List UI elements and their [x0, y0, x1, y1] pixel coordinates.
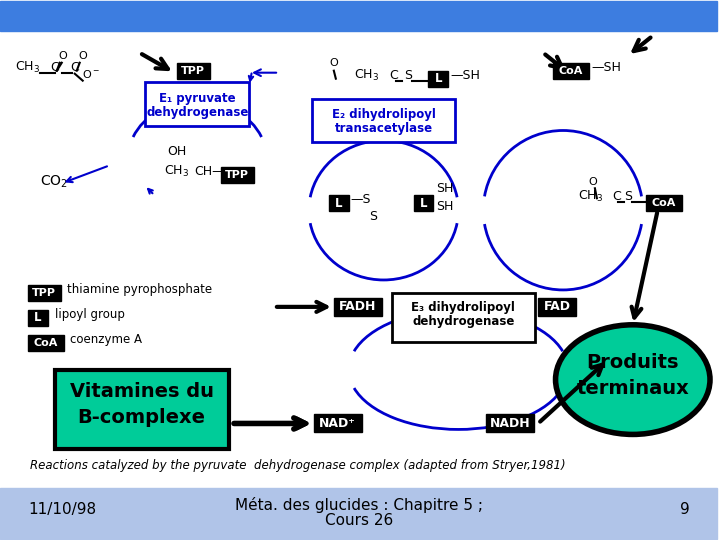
Text: Cours 26: Cours 26	[325, 512, 393, 528]
Text: L: L	[335, 197, 343, 210]
Text: E₁ pyruvate: E₁ pyruvate	[159, 92, 235, 105]
Text: E₃ dihydrolipoyl: E₃ dihydrolipoyl	[411, 301, 516, 314]
Text: $\rm O$: $\rm O$	[58, 49, 68, 60]
Text: —SH: —SH	[451, 69, 480, 82]
Text: FAD: FAD	[544, 300, 570, 313]
Text: Vitamines du
B-complexe: Vitamines du B-complexe	[70, 382, 214, 427]
Text: $\rm C$: $\rm C$	[50, 60, 60, 73]
Text: $\rm CH_3$: $\rm CH_3$	[578, 189, 603, 204]
Bar	[0, 488, 717, 539]
Bar	[0, 31, 717, 488]
Text: —SH: —SH	[591, 60, 621, 73]
Bar	[28, 285, 60, 301]
Text: coenzyme A: coenzyme A	[70, 333, 142, 346]
Bar	[553, 63, 589, 79]
Text: lipoyl group: lipoyl group	[55, 308, 125, 321]
Text: SH: SH	[436, 200, 454, 213]
FancyBboxPatch shape	[145, 82, 249, 125]
Text: Produits
terminaux: Produits terminaux	[577, 353, 689, 399]
Text: $\rm CO_2$: $\rm CO_2$	[40, 173, 68, 190]
Text: CH—: CH—	[194, 165, 225, 178]
Bar	[314, 415, 361, 433]
Text: CoA: CoA	[652, 198, 676, 208]
Text: $\rm CH_3$: $\rm CH_3$	[164, 164, 189, 179]
Text: NADH: NADH	[490, 417, 531, 430]
Text: L: L	[420, 197, 427, 210]
Text: $\rm C$: $\rm C$	[612, 190, 622, 203]
FancyBboxPatch shape	[55, 370, 229, 449]
Text: CoA: CoA	[34, 338, 58, 348]
Text: Méta. des glucides : Chapitre 5 ;: Méta. des glucides : Chapitre 5 ;	[235, 497, 482, 513]
Text: $\rm O$: $\rm O$	[78, 49, 88, 60]
Text: E₂ dihydrolipoyl: E₂ dihydrolipoyl	[332, 108, 436, 121]
Text: $\rm O^-$: $\rm O^-$	[81, 68, 99, 80]
Bar	[0, 1, 717, 31]
Text: OH: OH	[168, 145, 186, 158]
Text: 11/10/98: 11/10/98	[28, 502, 96, 517]
Bar	[177, 63, 210, 79]
Text: SH: SH	[436, 183, 454, 195]
Text: S: S	[369, 210, 377, 223]
Text: 9: 9	[680, 502, 690, 517]
Bar	[28, 310, 48, 326]
Bar	[329, 195, 348, 211]
Bar	[538, 298, 576, 316]
Text: $\rm O$: $\rm O$	[588, 176, 598, 187]
Text: —S: —S	[351, 193, 372, 206]
Ellipse shape	[556, 325, 710, 434]
Bar	[413, 195, 433, 211]
Bar	[646, 195, 682, 211]
Text: $\rm C$: $\rm C$	[70, 60, 80, 73]
Text: dehydrogenase: dehydrogenase	[146, 106, 248, 119]
Text: transacetylase: transacetylase	[335, 122, 433, 135]
Text: $\rm O$: $\rm O$	[329, 56, 339, 68]
Text: dehydrogenase: dehydrogenase	[412, 315, 515, 328]
FancyBboxPatch shape	[312, 99, 455, 143]
Bar	[221, 167, 254, 183]
Text: thiamine pyrophosphate: thiamine pyrophosphate	[67, 283, 212, 296]
Text: L: L	[34, 312, 42, 325]
Text: TPP: TPP	[32, 288, 56, 298]
Text: NAD⁺: NAD⁺	[320, 417, 356, 430]
Text: $\rm S$: $\rm S$	[624, 190, 633, 203]
Text: Reactions catalyzed by the pyruvate  dehydrogenase complex (adapted from Stryer,: Reactions catalyzed by the pyruvate dehy…	[30, 460, 565, 472]
Bar	[486, 415, 534, 433]
Bar	[28, 335, 64, 350]
Text: L: L	[435, 72, 442, 85]
FancyBboxPatch shape	[392, 293, 535, 342]
Text: $\rm S$: $\rm S$	[404, 69, 413, 82]
Text: $\rm CH_3$: $\rm CH_3$	[15, 60, 40, 75]
Text: $\rm C$: $\rm C$	[389, 69, 399, 82]
Text: $\rm CH_3$: $\rm CH_3$	[354, 68, 379, 83]
Text: TPP: TPP	[181, 66, 205, 76]
Bar	[428, 71, 449, 86]
Bar	[334, 298, 382, 316]
Text: TPP: TPP	[225, 170, 249, 180]
Text: FADH: FADH	[339, 300, 377, 313]
Text: CoA: CoA	[559, 66, 583, 76]
